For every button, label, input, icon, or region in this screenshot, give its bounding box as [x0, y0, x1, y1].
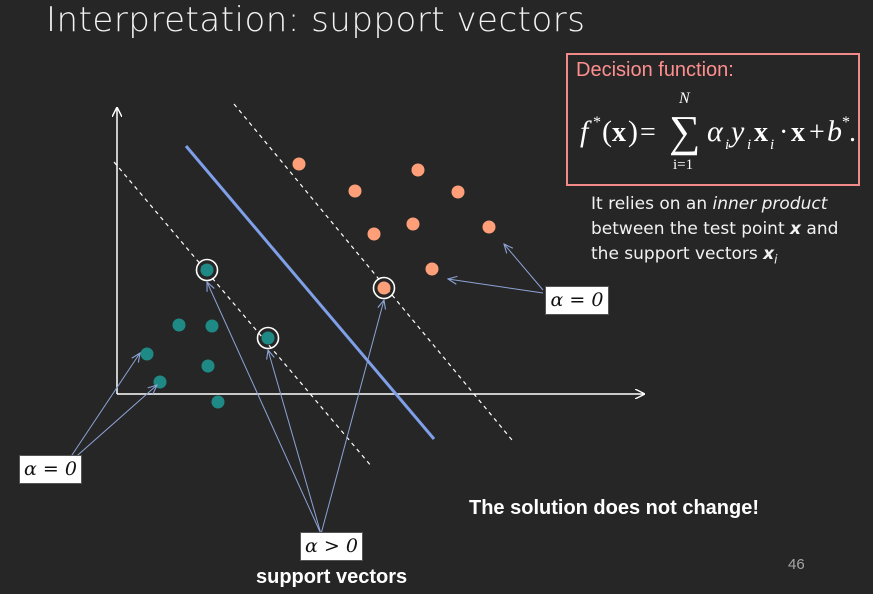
annotation-arrows — [69, 244, 544, 535]
negative-point — [140, 347, 154, 361]
test-point-var: x — [790, 219, 801, 239]
margin-line-upper — [233, 103, 513, 441]
svg-text:f: f — [580, 115, 592, 148]
support-vector-point — [261, 331, 275, 345]
support-vectors — [195, 258, 396, 350]
arrow-sv-1 — [207, 282, 322, 535]
margin-line-lower — [113, 161, 373, 468]
arrow-left-alpha-2 — [69, 385, 157, 463]
negative-point — [201, 359, 215, 373]
negative-point — [172, 318, 186, 332]
positive-points — [292, 157, 496, 276]
svg-text:.: . — [849, 117, 856, 148]
svg-text:): ) — [628, 115, 638, 148]
svg-text:x: x — [612, 117, 626, 148]
arrow-sv-2 — [268, 350, 322, 535]
svg-text:(: ( — [602, 115, 612, 148]
svg-text:·: · — [779, 117, 788, 148]
svg-text:=: = — [640, 117, 656, 148]
svg-text:x: x — [754, 117, 768, 148]
svg-text:y: y — [728, 115, 745, 148]
support-vector-ring — [195, 258, 219, 282]
svg-text:*: * — [593, 114, 601, 131]
support-vector-point — [200, 263, 214, 277]
svg-text:i: i — [747, 137, 751, 153]
arrow-right-alpha-2 — [504, 244, 544, 291]
sum-lower-limit: i=1 — [673, 157, 693, 173]
alpha-positive-label: α > 0 — [300, 532, 363, 561]
svg-text:∑: ∑ — [669, 107, 700, 156]
support-vector-ring — [372, 276, 396, 300]
positive-point — [406, 217, 420, 231]
negative-point — [205, 319, 219, 333]
positive-point — [425, 262, 439, 276]
support-vectors-label: support vectors — [256, 566, 408, 588]
svg-text:*: * — [842, 114, 850, 131]
inner-product-emphasis: inner product — [712, 194, 828, 214]
negative-point — [211, 395, 225, 409]
svg-text:+: + — [809, 117, 825, 148]
arrow-left-alpha-1 — [69, 353, 140, 459]
positive-point — [411, 163, 425, 177]
svg-text:i: i — [770, 137, 774, 153]
negative-points — [140, 318, 225, 409]
positive-point — [482, 220, 496, 234]
slide-title: Interpretation: support vectors — [46, 0, 586, 40]
decision-formula: f * ( x ) = N ∑ i=1 α i y i x i · x + b … — [580, 90, 856, 173]
support-vector-point — [377, 281, 391, 295]
support-vector-ring — [256, 326, 280, 350]
svg-text:i: i — [725, 137, 729, 153]
decision-boundary — [184, 145, 436, 440]
decision-function-label: Decision function: — [576, 59, 734, 81]
arrow-right-alpha-1 — [448, 279, 544, 294]
conclusion-text: The solution does not change! — [469, 497, 759, 519]
positive-point — [451, 185, 465, 199]
inner-product-note: It relies on an inner product between th… — [591, 194, 839, 267]
decision-function-box: Decision function: f * ( x ) = N ∑ i=1 α… — [566, 53, 860, 186]
arrow-sv-3 — [320, 300, 384, 535]
page-number: 46 — [788, 556, 805, 573]
svg-text:α: α — [707, 115, 724, 148]
positive-point — [367, 227, 381, 241]
svg-text:x: x — [791, 117, 805, 148]
sum-upper-limit: N — [678, 90, 691, 107]
positive-point — [348, 184, 362, 198]
svg-text:b: b — [827, 115, 842, 148]
positive-point — [292, 157, 306, 171]
support-vector-var: x — [763, 244, 775, 264]
alpha-zero-label-right: α = 0 — [545, 286, 609, 315]
alpha-zero-label-left: α = 0 — [19, 455, 82, 484]
